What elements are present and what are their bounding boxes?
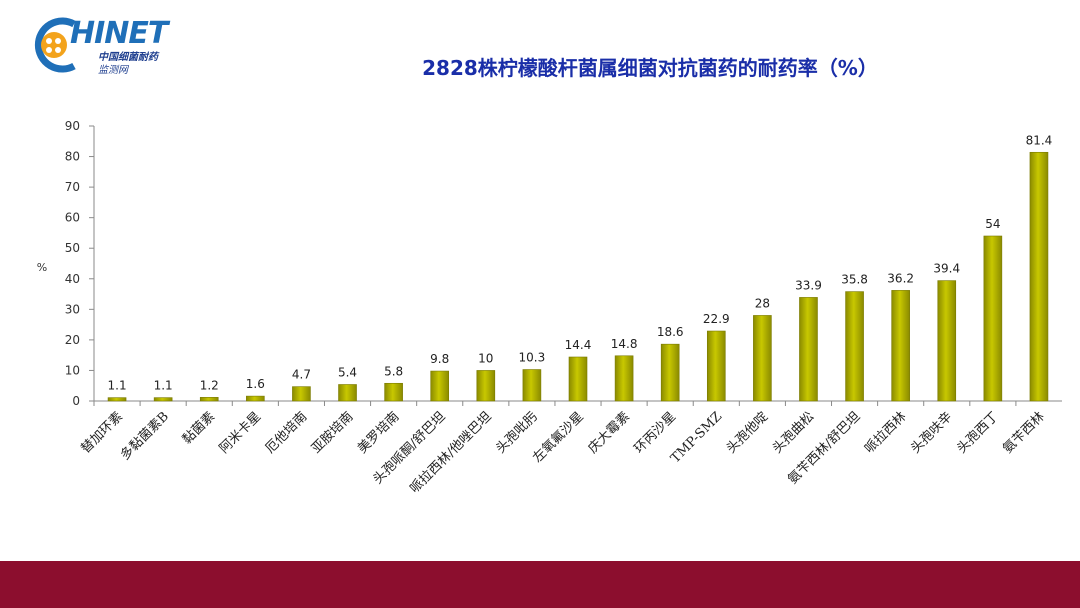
category-label: 氨苄西林 xyxy=(1000,409,1047,456)
y-tick-label: 10 xyxy=(65,363,80,377)
category-label: 亚胺培南 xyxy=(308,409,356,457)
data-label: 14.4 xyxy=(565,338,592,352)
bar xyxy=(614,355,634,402)
logo-subtitle: 中国细菌耐药 xyxy=(98,52,158,63)
category-label: 头孢西丁 xyxy=(954,409,1001,456)
data-label: 28 xyxy=(755,296,770,310)
y-tick-label: 90 xyxy=(65,119,80,133)
category-label: 美罗培南 xyxy=(354,409,402,457)
bottom-bar xyxy=(0,561,1080,608)
data-label: 81.4 xyxy=(1026,133,1053,147)
logo-globe-icon xyxy=(34,17,76,73)
category-label: 阿米卡星 xyxy=(217,409,264,456)
bar xyxy=(430,370,450,402)
bar xyxy=(246,395,265,402)
bar-chart: 0 10 20 30 40 50 60 70 80 90% 1.1 替加环素 1.1 多黏菌素B 1.2 黏菌… xyxy=(37,119,1062,497)
category-label: 替加环素 xyxy=(78,409,125,456)
data-label: 5.8 xyxy=(384,364,403,378)
category-label: 头孢吡肟 xyxy=(493,409,540,456)
category-label: 厄他培南 xyxy=(262,409,310,457)
y-tick-label: 70 xyxy=(65,180,80,194)
data-label: 10 xyxy=(478,351,493,365)
bar xyxy=(799,297,818,402)
bar xyxy=(476,370,496,402)
bar xyxy=(891,290,910,402)
bar xyxy=(845,291,864,402)
bar xyxy=(568,356,588,402)
category-label: 头孢曲松 xyxy=(770,409,817,456)
data-label: 1.2 xyxy=(200,378,219,392)
category-label: 环丙沙星 xyxy=(632,409,679,456)
data-label: 39.4 xyxy=(933,262,960,276)
data-label: 22.9 xyxy=(703,312,730,326)
y-tick-label: 80 xyxy=(65,150,80,164)
category-label: 头孢他啶 xyxy=(724,409,771,456)
data-label: 54 xyxy=(985,217,1000,231)
data-label: 18.6 xyxy=(657,325,684,339)
data-label: 10.3 xyxy=(519,351,546,365)
data-label: 5.4 xyxy=(338,366,357,380)
y-axis-label: % xyxy=(37,261,47,274)
logo-name: HINET xyxy=(70,16,168,51)
bar xyxy=(983,235,1003,402)
data-label: 33.9 xyxy=(795,278,822,292)
bar xyxy=(522,369,542,402)
chart-title: 2828株柠檬酸杆菌属细菌对抗菌药的耐药率（%） xyxy=(422,56,878,80)
y-tick-label: 50 xyxy=(65,241,80,255)
category-label: 黏菌素 xyxy=(179,409,218,448)
y-tick-label: 20 xyxy=(65,333,80,347)
data-label: 1.1 xyxy=(108,379,127,393)
bar xyxy=(706,330,726,402)
category-label: 多黏菌素B xyxy=(117,409,172,464)
y-tick-label: 0 xyxy=(72,394,80,408)
category-label: 哌拉西林/他唑巴坦 xyxy=(407,409,495,497)
bar xyxy=(153,397,173,402)
y-tick-label: 60 xyxy=(65,211,80,225)
category-label: 哌拉西林 xyxy=(861,409,909,457)
y-tick-label: 30 xyxy=(65,302,80,316)
data-label: 36.2 xyxy=(887,271,914,285)
bar xyxy=(199,397,219,402)
bar xyxy=(384,382,403,402)
y-tick-label: 40 xyxy=(65,272,80,286)
hinet-logo: HINET 中国细菌耐药 监测网 xyxy=(30,14,190,76)
data-label: 35.8 xyxy=(841,273,868,287)
bar xyxy=(753,315,772,402)
data-label: 14.8 xyxy=(611,337,638,351)
bar xyxy=(292,386,311,402)
data-label: 4.7 xyxy=(292,368,311,382)
data-label: 1.6 xyxy=(246,377,265,391)
category-label: 头孢呋辛 xyxy=(908,409,955,456)
bar xyxy=(937,280,957,402)
data-label: 1.1 xyxy=(154,379,173,393)
bar xyxy=(660,343,680,402)
bar xyxy=(1029,151,1049,402)
category-label: 左氧氟沙星 xyxy=(530,409,587,466)
data-label: 9.8 xyxy=(430,352,449,366)
category-label: 庆大霉素 xyxy=(586,409,633,456)
bar xyxy=(338,384,357,402)
bar xyxy=(107,397,127,402)
logo-subtitle-2: 监测网 xyxy=(98,65,128,76)
